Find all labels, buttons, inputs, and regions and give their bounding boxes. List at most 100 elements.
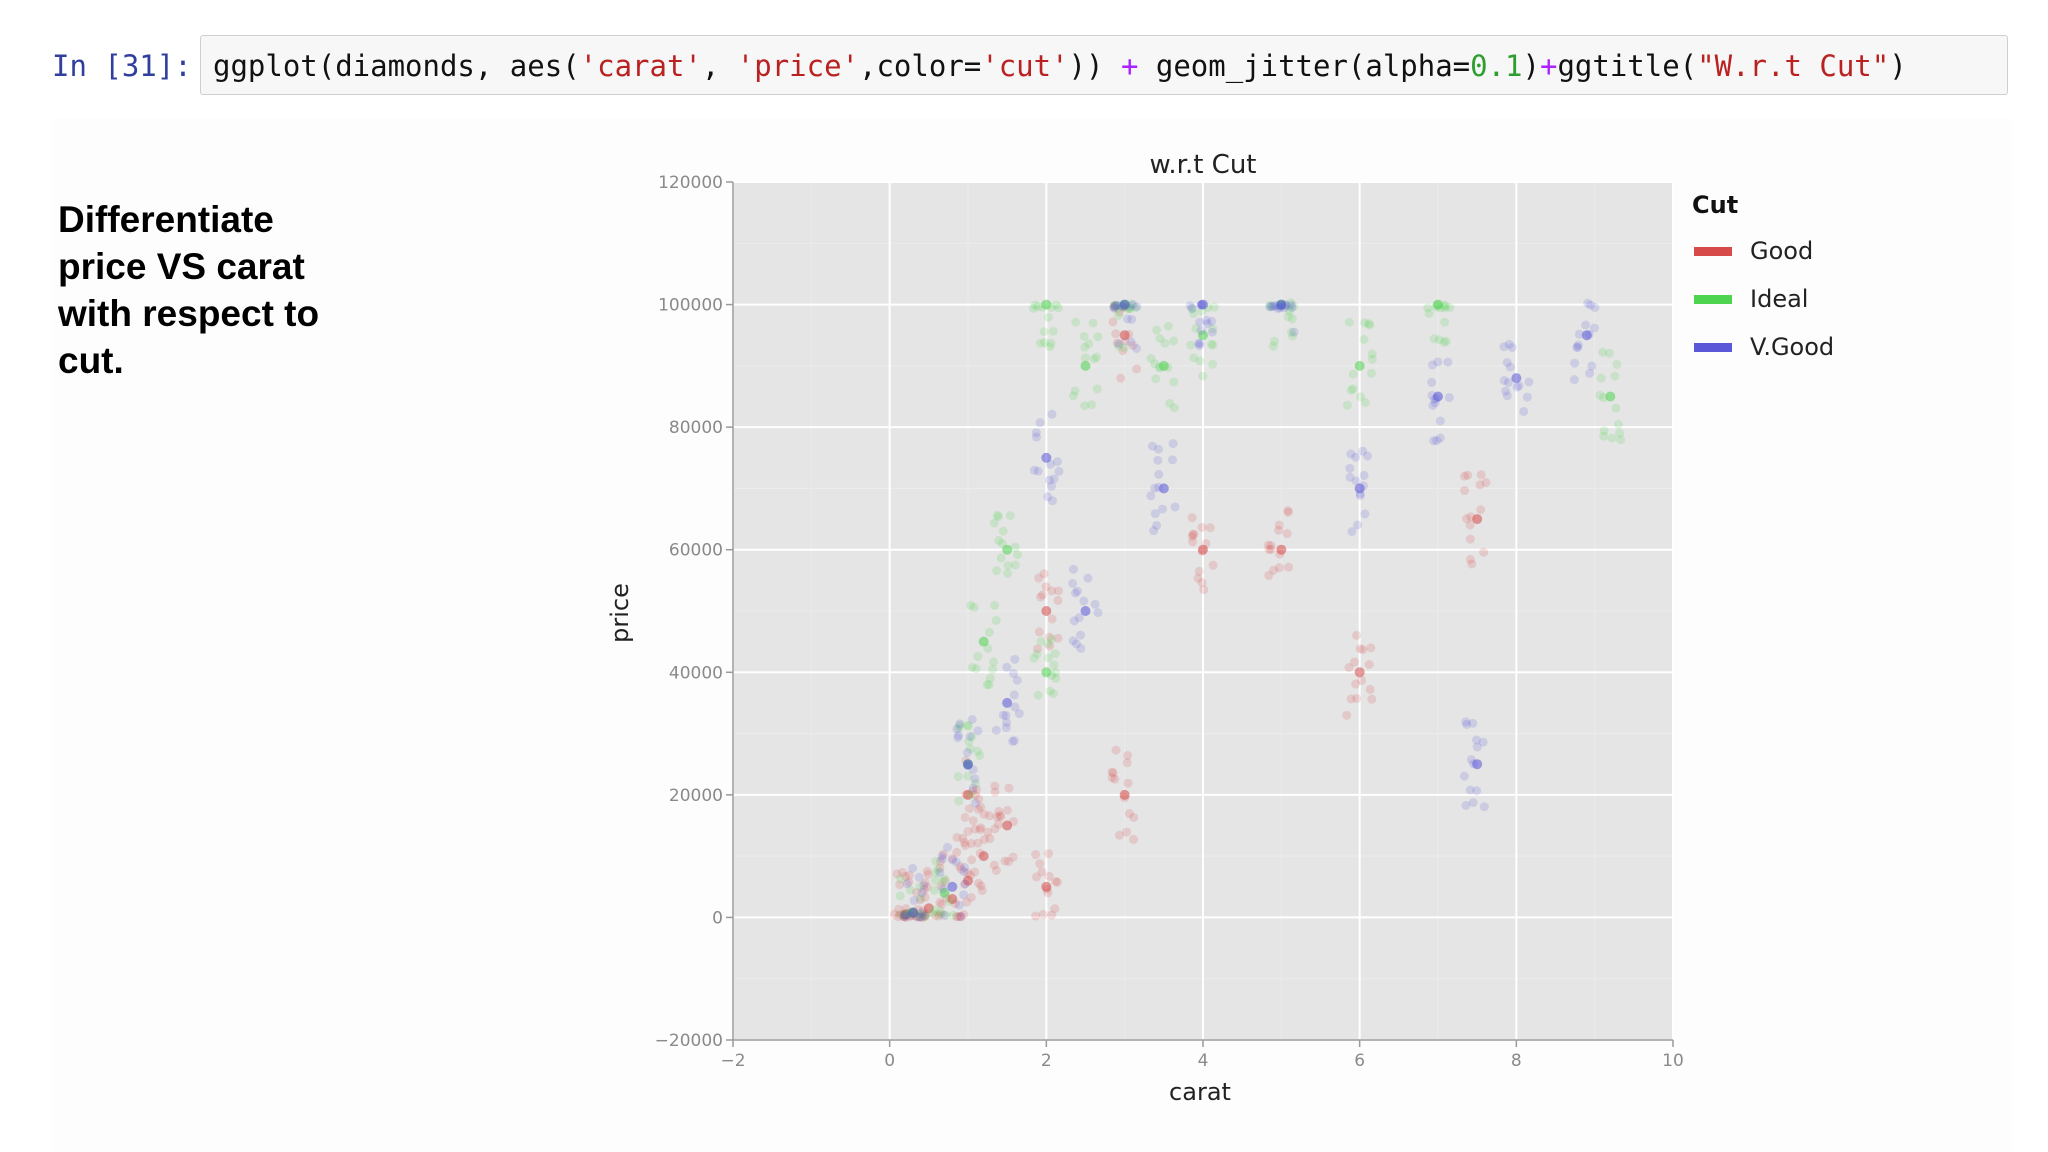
jitter-point bbox=[1287, 302, 1297, 312]
jitter-point bbox=[1154, 362, 1164, 372]
jitter-point bbox=[996, 812, 1006, 822]
jitter-point bbox=[1124, 809, 1134, 819]
jitter-point bbox=[1479, 802, 1489, 812]
jitter-point bbox=[901, 910, 911, 920]
jitter-point bbox=[1472, 742, 1482, 752]
jitter-point bbox=[1130, 302, 1140, 312]
jitter-point bbox=[1128, 300, 1138, 310]
jitter-point bbox=[1068, 391, 1078, 401]
jitter-point bbox=[1351, 476, 1361, 486]
jitter-point bbox=[1012, 675, 1022, 685]
jitter-point bbox=[1043, 653, 1053, 663]
jitter-point bbox=[1108, 317, 1118, 327]
jitter-point bbox=[1476, 470, 1486, 480]
jitter-point bbox=[1029, 653, 1039, 663]
jitter-point bbox=[1439, 303, 1449, 313]
jitter-point bbox=[1263, 540, 1273, 550]
jitter-point bbox=[955, 721, 965, 731]
jitter-point bbox=[1286, 300, 1296, 310]
jitter-point bbox=[1462, 719, 1472, 729]
legend-label-good: Good bbox=[1750, 237, 1813, 265]
jitter-point bbox=[1208, 324, 1218, 334]
jitter-point bbox=[1084, 339, 1094, 349]
code-editor[interactable]: ggplot(diamonds, aes('carat', 'price',co… bbox=[200, 35, 2008, 95]
jitter-point bbox=[1610, 371, 1620, 381]
jitter-point bbox=[1612, 359, 1622, 369]
jitter-point bbox=[965, 731, 975, 741]
y-tick-label: 0 bbox=[712, 908, 723, 928]
jitter-point bbox=[1274, 525, 1284, 535]
jitter-point bbox=[970, 867, 980, 877]
legend-label-ideal: Ideal bbox=[1750, 285, 1808, 313]
jitter-point bbox=[959, 890, 969, 900]
jitter-point bbox=[1047, 409, 1057, 419]
jitter-point bbox=[1611, 403, 1621, 413]
jitter-point bbox=[1283, 312, 1293, 322]
jitter-point bbox=[990, 787, 1000, 797]
jitter-point bbox=[1031, 850, 1041, 860]
jitter-point bbox=[948, 855, 958, 865]
data-point-vgood bbox=[1581, 330, 1592, 341]
jitter-point bbox=[1613, 419, 1623, 429]
jitter-point bbox=[1111, 300, 1121, 310]
x-axis-label: carat bbox=[1169, 1078, 1231, 1106]
jitter-point bbox=[930, 875, 940, 885]
jitter-point bbox=[959, 866, 969, 876]
jitter-point bbox=[918, 912, 928, 922]
jitter-point bbox=[969, 602, 979, 612]
legend-swatch-good bbox=[1694, 247, 1732, 256]
jitter-point bbox=[968, 786, 978, 796]
jitter-point bbox=[962, 747, 972, 757]
code-cell[interactable]: In [31]: ggplot(diamonds, aes('carat', '… bbox=[52, 35, 2012, 97]
jitter-point bbox=[1465, 554, 1475, 564]
jitter-point bbox=[1010, 542, 1020, 552]
jitter-point bbox=[1044, 871, 1054, 881]
jitter-point bbox=[1033, 466, 1043, 476]
jitter-point bbox=[1110, 774, 1120, 784]
data-point-ideal bbox=[1080, 360, 1091, 371]
jitter-point bbox=[1048, 689, 1058, 699]
jitter-point bbox=[1267, 301, 1277, 311]
jitter-point bbox=[1467, 559, 1477, 569]
jitter-point bbox=[920, 892, 930, 902]
jitter-point bbox=[1187, 304, 1197, 314]
jitter-point bbox=[1005, 511, 1015, 521]
jitter-point bbox=[1032, 649, 1042, 659]
jitter-point bbox=[1052, 457, 1062, 467]
jitter-point bbox=[1286, 298, 1296, 308]
jitter-point bbox=[1028, 303, 1038, 313]
jitter-point bbox=[1596, 373, 1606, 383]
jitter-point bbox=[1129, 834, 1139, 844]
jitter-point bbox=[1279, 303, 1289, 313]
jitter-point bbox=[974, 878, 984, 888]
jitter-point bbox=[940, 876, 950, 886]
jitter-point bbox=[991, 615, 1001, 625]
jitter-point bbox=[1351, 679, 1361, 689]
jitter-point bbox=[1010, 702, 1020, 712]
jitter-point bbox=[1052, 877, 1062, 887]
y-tick-label: 100000 bbox=[658, 296, 723, 316]
jitter-point bbox=[963, 771, 973, 781]
jitter-point bbox=[954, 796, 964, 806]
jitter-point bbox=[1043, 492, 1053, 502]
jitter-point bbox=[1118, 346, 1128, 356]
jitter-point bbox=[1431, 393, 1441, 403]
jitter-point bbox=[1039, 569, 1049, 579]
jitter-point bbox=[1616, 435, 1626, 445]
data-point-vgood bbox=[908, 907, 919, 918]
code-token: 'carat' bbox=[579, 49, 702, 83]
jitter-point bbox=[994, 536, 1004, 546]
jitter-point bbox=[1462, 514, 1472, 524]
jitter-point bbox=[1352, 693, 1362, 703]
jitter-point bbox=[1187, 531, 1197, 541]
jitter-point bbox=[1047, 614, 1057, 624]
jitter-point bbox=[905, 885, 915, 895]
jitter-point bbox=[939, 910, 949, 920]
jitter-point bbox=[1351, 452, 1361, 462]
jitter-point bbox=[1045, 459, 1055, 469]
jitter-point bbox=[1607, 433, 1617, 443]
jitter-point bbox=[935, 867, 945, 877]
jitter-point bbox=[1460, 486, 1470, 496]
jitter-point bbox=[1283, 507, 1293, 517]
